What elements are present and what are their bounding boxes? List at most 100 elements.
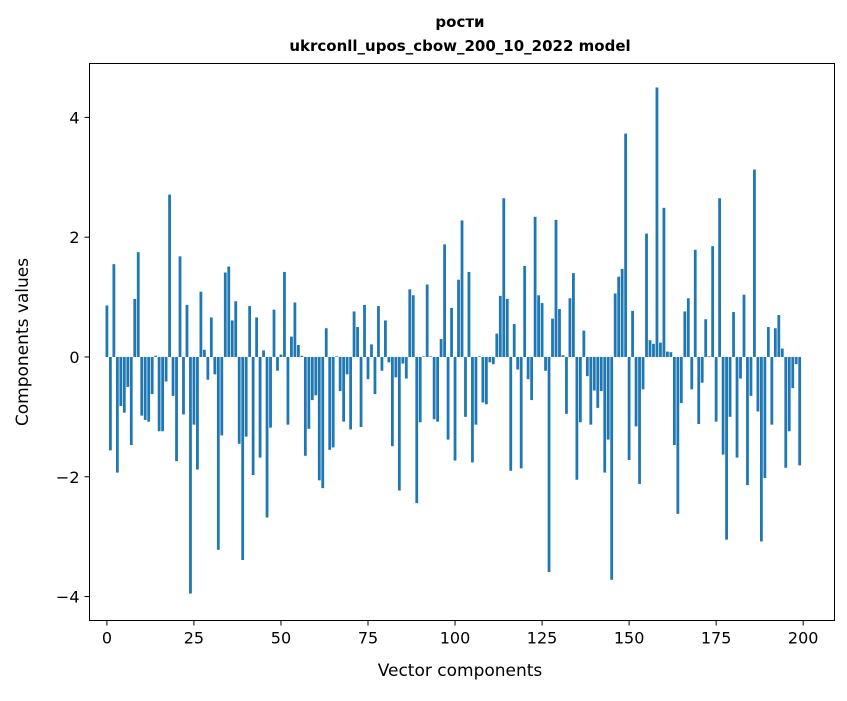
bar-130: [558, 309, 561, 357]
bar-83: [394, 356, 398, 378]
bar-175: [714, 356, 718, 422]
bar-32: [216, 356, 220, 550]
bar-172: [704, 319, 708, 357]
bar-73: [359, 356, 363, 428]
bar-181: [735, 356, 739, 458]
bar-106: [474, 356, 478, 425]
y-tick-label-2: 2: [69, 228, 79, 247]
bar-17: [164, 356, 168, 382]
bar-28: [202, 349, 206, 357]
bar-155: [645, 233, 648, 357]
bar-161: [666, 351, 669, 357]
bar-102: [460, 220, 464, 357]
bar-66: [335, 356, 339, 357]
bar-146: [613, 293, 617, 357]
bar-41: [248, 306, 252, 357]
x-axis-label: Vector components: [378, 661, 543, 681]
bar-74: [363, 304, 366, 357]
bar-64: [328, 356, 332, 450]
bar-46: [265, 356, 269, 518]
bar-48: [272, 309, 276, 357]
bar-19: [171, 356, 175, 396]
bar-177: [721, 356, 725, 455]
bar-190: [766, 327, 770, 357]
bar-14: [154, 355, 158, 357]
bar-87: [408, 289, 412, 357]
bar-112: [495, 333, 499, 357]
bar-4: [119, 356, 123, 407]
bar-35: [227, 266, 231, 357]
bar-44: [258, 356, 262, 458]
bar-100: [453, 356, 457, 461]
bar-9: [136, 252, 140, 357]
bar-167: [686, 298, 690, 357]
bar-185: [749, 356, 753, 396]
bar-23: [185, 304, 189, 357]
bar-165: [679, 356, 683, 404]
bar-195: [784, 356, 788, 468]
bar-43: [255, 317, 258, 357]
chart-title-line1: рости: [435, 13, 484, 31]
bar-117: [512, 324, 516, 357]
bar-24: [189, 356, 192, 594]
bar-141: [596, 356, 600, 408]
bar-39: [241, 356, 245, 561]
bar-11: [143, 356, 147, 420]
bar-184: [746, 356, 749, 486]
bar-133: [568, 298, 572, 357]
bar-153: [638, 356, 641, 484]
bar-110: [488, 356, 492, 363]
bar-137: [582, 330, 586, 357]
bar-104: [467, 271, 471, 357]
bar-59: [310, 356, 314, 401]
bar-108: [481, 356, 485, 403]
bar-85: [401, 356, 405, 364]
bar-57: [303, 356, 307, 456]
bar-158: [655, 87, 659, 357]
bar-96: [439, 339, 443, 357]
bar-187: [756, 356, 760, 412]
bar-18: [168, 194, 171, 357]
bar-13: [150, 356, 154, 395]
bar-69: [345, 356, 349, 375]
bar-116: [509, 356, 513, 471]
bar-115: [505, 298, 509, 357]
bar-97: [443, 244, 446, 357]
bar-84: [397, 356, 401, 491]
bar-111: [491, 356, 495, 365]
bar-91: [422, 356, 426, 357]
chart-title-line2: ukrconll_upos_cbow_200_10_2022 model: [289, 37, 630, 55]
x-tick-label-50: 50: [271, 629, 291, 648]
bar-147: [617, 276, 621, 357]
bar-22: [182, 356, 185, 415]
bar-53: [290, 336, 293, 357]
bar-36: [230, 320, 234, 357]
bar-78: [377, 306, 380, 357]
bar-143: [603, 356, 607, 473]
y-tick-label-4: 4: [69, 108, 79, 127]
bars-group: [105, 87, 802, 594]
bar-15: [157, 356, 161, 432]
bar-162: [669, 352, 673, 357]
bar-132: [565, 356, 568, 414]
bar-166: [683, 311, 687, 357]
bar-189: [763, 356, 767, 478]
bar-61: [317, 356, 321, 481]
bar-99: [450, 307, 453, 357]
bar-16: [161, 356, 164, 432]
bar-21: [178, 256, 182, 357]
bar-183: [742, 294, 746, 357]
bar-170: [697, 356, 701, 425]
bar-152: [634, 356, 638, 427]
bar-145: [610, 356, 614, 580]
bar-107: [478, 356, 481, 357]
bar-160: [662, 207, 666, 357]
bar-49: [276, 356, 279, 371]
bar-65: [331, 356, 335, 448]
bar-63: [324, 328, 328, 357]
bar-89: [415, 356, 419, 504]
bar-136: [578, 356, 582, 423]
bar-103: [464, 356, 467, 417]
bar-119: [519, 356, 523, 469]
